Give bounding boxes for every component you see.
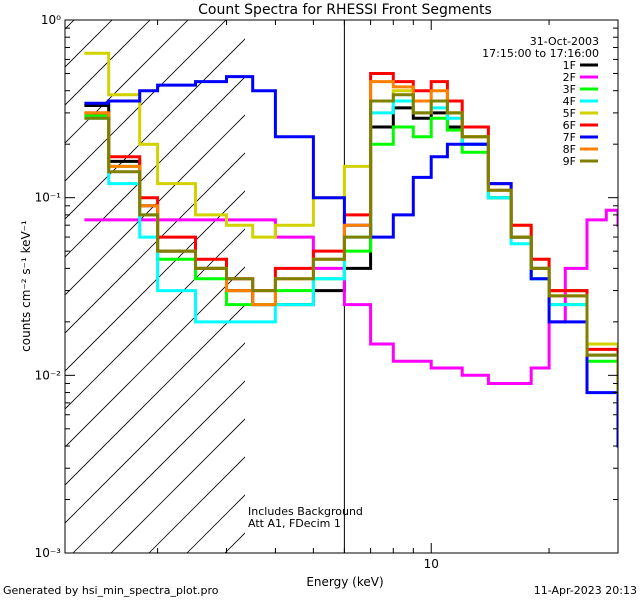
hatch-line <box>65 114 245 296</box>
hatch-line <box>65 190 245 372</box>
legend-label-6F: 6F <box>563 119 576 132</box>
y-tick-label: 10⁰ <box>41 13 61 27</box>
legend-label-4F: 4F <box>563 95 576 108</box>
y-tick-label: 10⁻³ <box>35 546 62 560</box>
annotation-background: Includes Background <box>248 505 363 518</box>
series-3F <box>84 114 618 405</box>
legend-label-1F: 1F <box>563 59 576 72</box>
hatch-line <box>65 304 245 486</box>
hatch-line <box>65 20 227 182</box>
hatch-line <box>263 0 640 553</box>
hatch-line <box>110 418 245 553</box>
date-label: 31-Oct-2003 <box>530 35 599 48</box>
hatch-line <box>65 152 245 334</box>
series-5F <box>84 51 618 385</box>
series-7F <box>84 75 618 448</box>
hatch-line <box>65 228 245 410</box>
plot-frame <box>64 19 619 554</box>
series-2F <box>84 208 618 385</box>
hatch-line <box>72 380 245 553</box>
legend-label-8F: 8F <box>563 143 576 156</box>
x-axis-label: Energy (keV) <box>306 575 383 589</box>
hatch-line <box>65 20 113 68</box>
y-tick-label: 10⁻² <box>35 368 62 382</box>
legend-label-2F: 2F <box>563 71 576 84</box>
hatch-line <box>65 342 245 524</box>
y-axis-label: counts cm⁻² s⁻¹ keV⁻¹ <box>19 220 33 352</box>
hatch-line <box>65 38 245 220</box>
legend-label-9F: 9F <box>563 155 576 168</box>
hatch-line <box>65 20 189 144</box>
generated-by-footer: Generated by hsi_min_spectra_plot.pro <box>3 584 219 597</box>
hatch-line <box>65 20 151 106</box>
legend-label-5F: 5F <box>563 107 576 120</box>
timestamp-footer: 11-Apr-2023 20:13 <box>534 584 637 597</box>
series-8F <box>84 80 618 395</box>
time-range-label: 17:15:00 to 17:16:00 <box>482 47 599 60</box>
annotation-attenuator: Att A1, FDecim 1 <box>248 517 341 530</box>
y-tick-label: 10⁻¹ <box>35 191 62 205</box>
legend-label-7F: 7F <box>563 131 576 144</box>
hatch-line <box>301 0 640 553</box>
chart-title: Count Spectra for RHESSI Front Segments <box>198 2 492 18</box>
x-tick-label: 10 <box>424 557 439 571</box>
legend-label-3F: 3F <box>563 83 576 96</box>
series-9F <box>84 93 618 395</box>
series-1F <box>84 104 618 395</box>
hatch-line <box>65 76 245 258</box>
attenuator-hatch-region <box>65 0 640 553</box>
series-group <box>84 51 618 448</box>
